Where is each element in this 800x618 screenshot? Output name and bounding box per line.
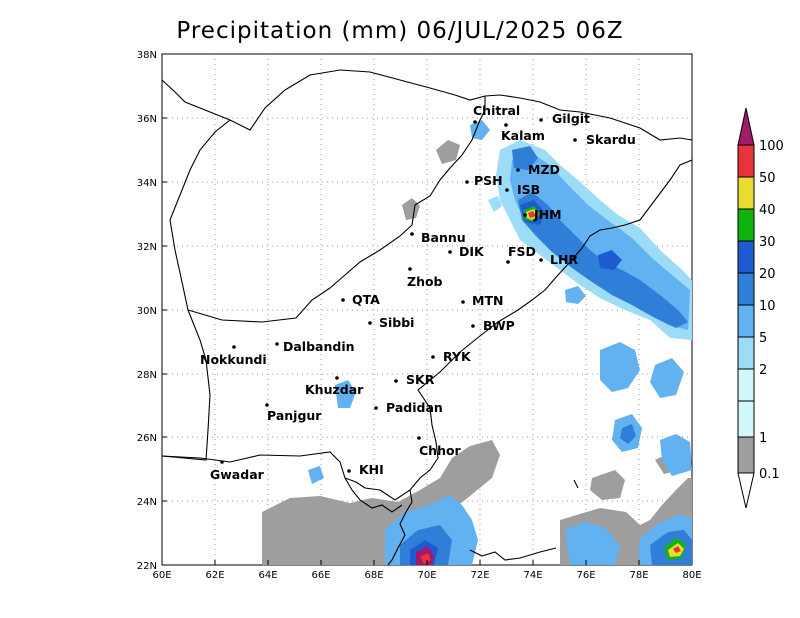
city-label: RYK bbox=[443, 349, 472, 364]
lon-label: 66E bbox=[311, 570, 330, 581]
colorbar-swatch bbox=[737, 336, 755, 370]
precipitation-field bbox=[262, 120, 692, 565]
city-label: MZD bbox=[528, 162, 560, 177]
colorbar-swatch bbox=[737, 208, 755, 242]
colorbar-swatch bbox=[737, 436, 755, 474]
lat-label: 36N bbox=[137, 114, 157, 125]
country-borders bbox=[162, 69, 692, 565]
city-label: DIK bbox=[459, 244, 485, 259]
colorbar-swatch bbox=[737, 368, 755, 402]
city-label: Chhor bbox=[419, 443, 462, 458]
city-label: BWP bbox=[483, 318, 515, 333]
lon-label: 60E bbox=[152, 570, 171, 581]
city-label: Nokkundi bbox=[200, 352, 267, 367]
lat-label: 24N bbox=[137, 497, 157, 508]
city-label: Khuzdar bbox=[305, 382, 364, 397]
lon-label: 70E bbox=[417, 570, 436, 581]
colorbar-label: 10 bbox=[759, 299, 776, 314]
city-label: Padidan bbox=[386, 400, 443, 415]
lon-label: 76E bbox=[576, 570, 595, 581]
lat-label: 32N bbox=[137, 242, 157, 253]
city-label: PSH bbox=[474, 173, 503, 188]
colorbar-swatch bbox=[737, 176, 755, 210]
lon-label: 72E bbox=[470, 570, 489, 581]
colorbar-label: 5 bbox=[759, 331, 767, 346]
colorbar-bottom-arrow bbox=[737, 472, 755, 509]
colorbar-swatch bbox=[737, 304, 755, 338]
lon-label: 64E bbox=[258, 570, 277, 581]
lon-label: 62E bbox=[205, 570, 224, 581]
city-label: ISB bbox=[517, 182, 540, 197]
colorbar-label: 2 bbox=[759, 363, 767, 378]
colorbar-swatch bbox=[737, 144, 755, 178]
city-label: SKR bbox=[406, 372, 435, 387]
city-labels: Chitral Gilgit Kalam Skardu MZD PSH ISB … bbox=[200, 103, 636, 482]
city-label: Sibbi bbox=[379, 315, 414, 330]
city-markers bbox=[220, 118, 577, 473]
lon-label: 78E bbox=[629, 570, 648, 581]
city-label: LHR bbox=[550, 252, 578, 267]
colorbar-label: 50 bbox=[759, 171, 776, 186]
city-label: Gwadar bbox=[210, 467, 265, 482]
colorbar-swatch bbox=[737, 400, 755, 438]
city-label: Skardu bbox=[586, 132, 636, 147]
city-label: QTA bbox=[352, 292, 380, 307]
colorbar-label: 20 bbox=[759, 267, 776, 282]
colorbar-top-arrow bbox=[737, 107, 755, 146]
city-label: Gilgit bbox=[552, 111, 590, 126]
colorbar-label: 100 bbox=[759, 139, 784, 154]
lon-label: 74E bbox=[523, 570, 542, 581]
lat-label: 30N bbox=[137, 306, 157, 317]
city-label: FSD bbox=[508, 244, 536, 259]
city-label: Panjgur bbox=[267, 408, 322, 423]
city-label: Zhob bbox=[407, 274, 443, 289]
lat-label: 22N bbox=[137, 561, 157, 572]
city-label: Dalbandin bbox=[283, 339, 355, 354]
lon-label: 68E bbox=[364, 570, 383, 581]
axis-ticks bbox=[162, 53, 640, 565]
colorbar-label: 1 bbox=[759, 431, 767, 446]
latitude-labels: 38N 36N 34N 32N 30N 28N 26N 24N 22N bbox=[137, 50, 157, 572]
colorbar-swatch bbox=[737, 240, 755, 274]
lat-label: 26N bbox=[137, 433, 157, 444]
city-label: Kalam bbox=[501, 128, 545, 143]
lat-label: 38N bbox=[137, 50, 157, 61]
lat-label: 28N bbox=[137, 370, 157, 381]
colorbar-swatch bbox=[737, 272, 755, 306]
colorbar-label: 30 bbox=[759, 235, 776, 250]
map-title: Precipitation (mm) 06/JUL/2025 06Z bbox=[176, 18, 624, 44]
colorbar-label: 40 bbox=[759, 203, 776, 218]
longitude-labels: 60E 62E 64E 66E 68E 70E 72E 74E 76E 78E … bbox=[152, 570, 701, 581]
colorbar: 100 50 40 30 20 10 5 2 1 0.1 bbox=[737, 107, 784, 509]
lon-label: 80E bbox=[682, 570, 701, 581]
city-label: JHM bbox=[533, 207, 562, 222]
city-label: KHI bbox=[359, 462, 384, 477]
city-label: MTN bbox=[472, 293, 503, 308]
city-label: Bannu bbox=[421, 230, 466, 245]
colorbar-label: 0.1 bbox=[759, 467, 780, 482]
lat-label: 34N bbox=[137, 178, 157, 189]
city-label: Chitral bbox=[473, 103, 520, 118]
